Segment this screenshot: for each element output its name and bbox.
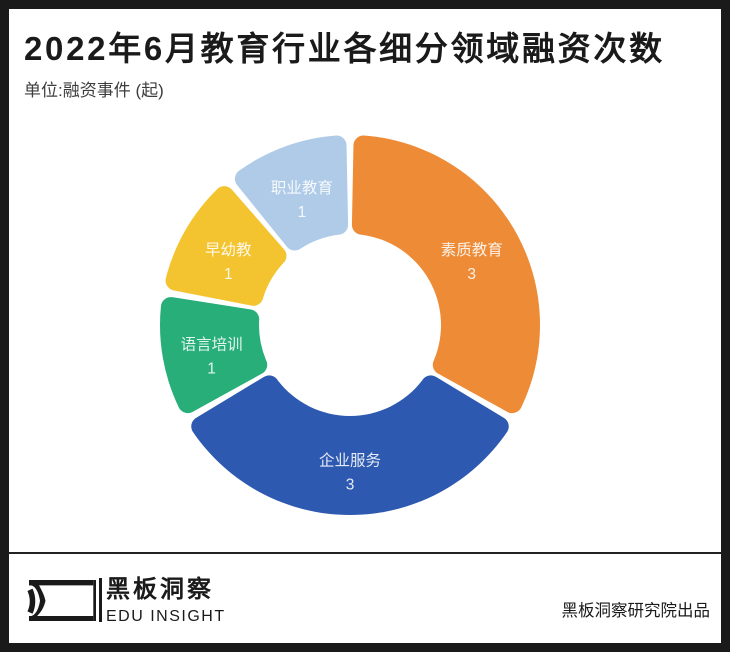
svg-text:3: 3 <box>467 266 476 283</box>
svg-text:3: 3 <box>346 477 355 494</box>
svg-text:1: 1 <box>207 360 216 377</box>
svg-text:素质教育: 素质教育 <box>441 241 503 259</box>
svg-text:1: 1 <box>224 266 233 283</box>
svg-text:职业教育: 职业教育 <box>271 179 333 197</box>
svg-text:早幼教: 早幼教 <box>205 241 252 259</box>
svg-text:语言培训: 语言培训 <box>181 335 243 353</box>
svg-text:1: 1 <box>298 204 307 221</box>
svg-text:企业服务: 企业服务 <box>319 452 381 470</box>
